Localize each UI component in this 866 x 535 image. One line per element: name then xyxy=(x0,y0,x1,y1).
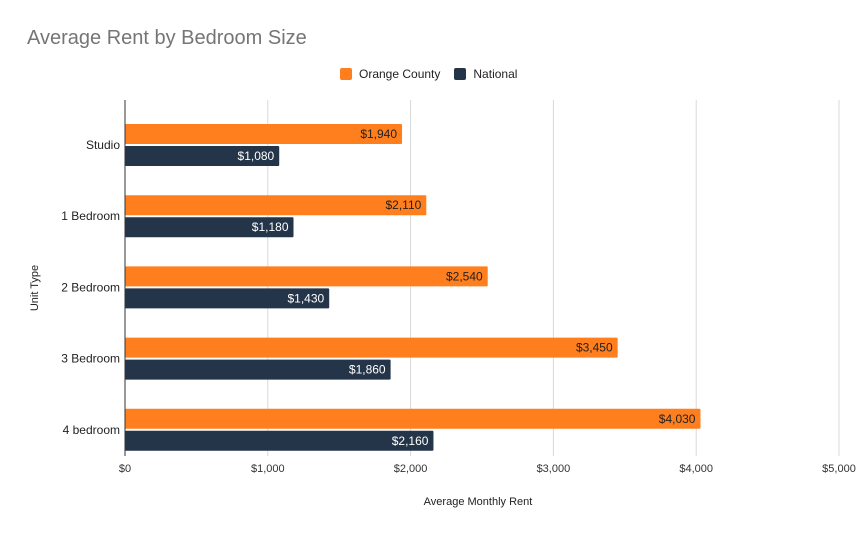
y-axis-title: Unit Type xyxy=(29,265,41,311)
x-tick-label: $3,000 xyxy=(537,463,571,475)
legend: Orange County National xyxy=(340,67,531,81)
chart-title: Average Rent by Bedroom Size xyxy=(27,27,307,49)
category-label: 1 Bedroom xyxy=(61,209,120,223)
bar xyxy=(125,266,488,287)
bar xyxy=(125,124,403,144)
data-label: $1,080 xyxy=(238,149,275,163)
category-label: 2 Bedroom xyxy=(61,280,120,294)
data-label: $1,860 xyxy=(349,363,386,377)
data-label: $3,450 xyxy=(576,341,613,355)
x-tick-label: $1,000 xyxy=(251,463,285,475)
bar xyxy=(125,359,391,380)
data-label: $1,940 xyxy=(360,127,397,141)
category-label: Studio xyxy=(86,138,120,152)
x-tick-label: $0 xyxy=(119,463,131,475)
legend-label-national: National xyxy=(473,67,518,81)
bar xyxy=(125,195,427,216)
legend-swatch-national xyxy=(454,68,467,80)
data-label: $2,540 xyxy=(446,269,483,283)
category-label: 3 Bedroom xyxy=(61,352,120,366)
legend-label-orange-county: Orange County xyxy=(359,67,441,81)
bar xyxy=(125,217,294,238)
bar xyxy=(125,146,280,166)
legend-item-national[interactable]: National xyxy=(454,67,517,81)
data-label: $1,430 xyxy=(288,291,325,305)
x-axis-title: Average Monthly Rent xyxy=(424,496,533,508)
bar xyxy=(125,288,330,309)
data-label: $4,030 xyxy=(659,412,696,426)
x-tick-label: $2,000 xyxy=(394,463,428,475)
data-label: $2,110 xyxy=(385,198,421,212)
data-label: $2,160 xyxy=(392,434,429,448)
legend-item-orange-county[interactable]: Orange County xyxy=(340,67,440,81)
bar xyxy=(125,337,618,358)
x-tick-label: $4,000 xyxy=(679,463,713,475)
bar xyxy=(125,430,434,451)
legend-swatch-orange-county xyxy=(340,68,352,80)
x-tick-label: $5,000 xyxy=(822,463,856,475)
bar xyxy=(125,408,701,429)
category-label: 4 bedroom xyxy=(63,423,120,437)
data-label: $1,180 xyxy=(252,220,289,234)
